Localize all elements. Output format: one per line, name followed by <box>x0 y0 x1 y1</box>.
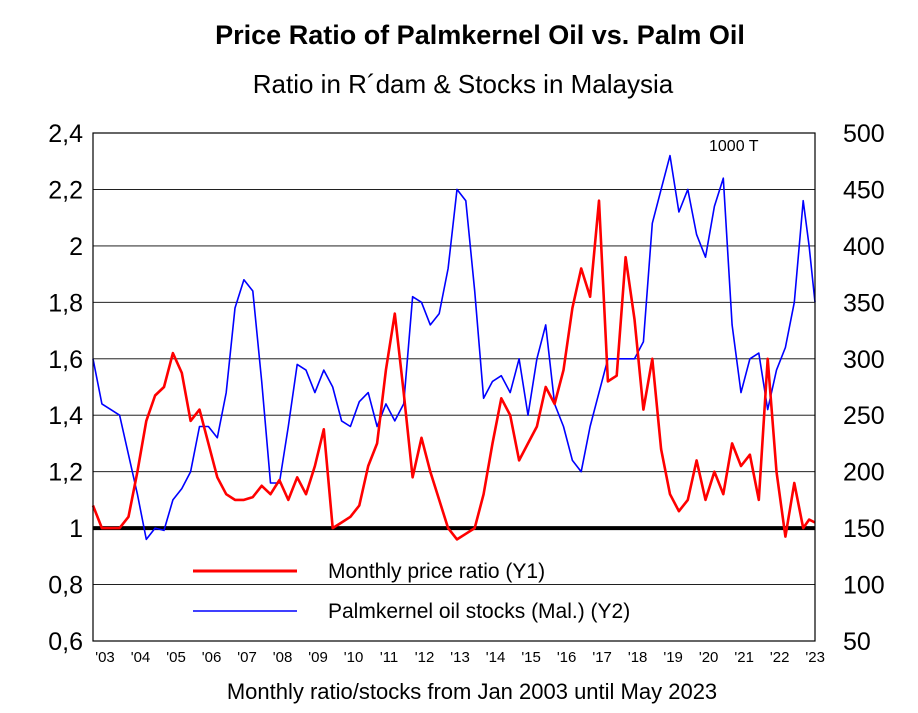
y2-axis: 50 100 150 200 250 300 350 400 450 500 <box>843 120 885 656</box>
x-tick-label: '03 <box>95 649 115 666</box>
x-tick-label: '23 <box>805 649 825 666</box>
y1-tick-label: 0,8 <box>48 572 83 600</box>
y2-tick-label: 100 <box>843 572 885 600</box>
x-tick-label: '04 <box>131 649 151 666</box>
x-tick-label: '06 <box>202 649 222 666</box>
x-tick-label: '19 <box>663 649 683 666</box>
x-tick-label: '17 <box>592 649 612 666</box>
y2-tick-label: 300 <box>843 346 885 374</box>
x-axis-label: Monthly ratio/stocks from Jan 2003 until… <box>227 679 717 704</box>
y2-tick-label: 400 <box>843 233 885 261</box>
y2-tick-label: 200 <box>843 459 885 487</box>
y1-tick-label: 1,6 <box>48 346 83 374</box>
plot-frame <box>92 132 816 642</box>
y1-tick-label: 2,2 <box>48 176 83 204</box>
series-line-stocks <box>92 154 816 541</box>
x-tick-label: '18 <box>628 649 648 666</box>
x-tick-label: '09 <box>308 649 328 666</box>
y2-tick-label: 500 <box>843 120 885 148</box>
y1-tick-label: 1 <box>69 515 83 543</box>
x-tick-label: '22 <box>770 649 790 666</box>
x-tick-label: '08 <box>273 649 293 666</box>
x-tick-label: '21 <box>734 649 754 666</box>
x-tick-label: '13 <box>450 649 470 666</box>
y1-tick-label: 1,4 <box>48 402 83 430</box>
series-line-ratio <box>91 199 816 541</box>
unit-annotation: 1000 T <box>709 138 759 155</box>
y2-tick-label: 150 <box>843 515 885 543</box>
y1-axis: 0,6 0,8 1 1,2 1,4 1,6 1,8 2 2,2 2,4 <box>48 120 83 656</box>
x-tick-label: '07 <box>237 649 257 666</box>
y1-tick-label: 1,8 <box>48 289 83 317</box>
y2-tick-label: 50 <box>843 628 871 656</box>
x-tick-label: '10 <box>344 649 364 666</box>
x-tick-label: '16 <box>557 649 577 666</box>
x-tick-label: '11 <box>380 649 398 666</box>
legend-label-stocks: Palmkernel oil stocks (Mal.) (Y2) <box>328 600 630 623</box>
x-axis: '03 '04 '05 '06 '07 '08 '09 '10 '11 '12 '13 '14 '15 '… <box>95 649 825 666</box>
y1-tick-label: 0,6 <box>48 628 83 656</box>
chart-subtitle: Ratio in R´dam & Stocks in Malaysia <box>253 69 674 99</box>
y1-tick-label: 2,4 <box>48 120 83 148</box>
x-tick-label: '20 <box>699 649 719 666</box>
y2-tick-label: 350 <box>843 289 885 317</box>
x-tick-label: '12 <box>415 649 435 666</box>
y2-tick-label: 250 <box>843 402 885 430</box>
y1-tick-label: 2 <box>69 233 83 261</box>
x-tick-label: '15 <box>521 649 541 666</box>
x-tick-label: '05 <box>166 649 186 666</box>
x-tick-label: '14 <box>486 649 506 666</box>
y2-tick-label: 450 <box>843 176 885 204</box>
legend: Monthly price ratio (Y1) Palmkernel oil … <box>193 560 630 623</box>
y1-tick-label: 1,2 <box>48 459 83 487</box>
series-group <box>91 154 816 541</box>
legend-label-ratio: Monthly price ratio (Y1) <box>328 560 545 583</box>
chart-title: Price Ratio of Palmkernel Oil vs. Palm O… <box>215 20 745 50</box>
